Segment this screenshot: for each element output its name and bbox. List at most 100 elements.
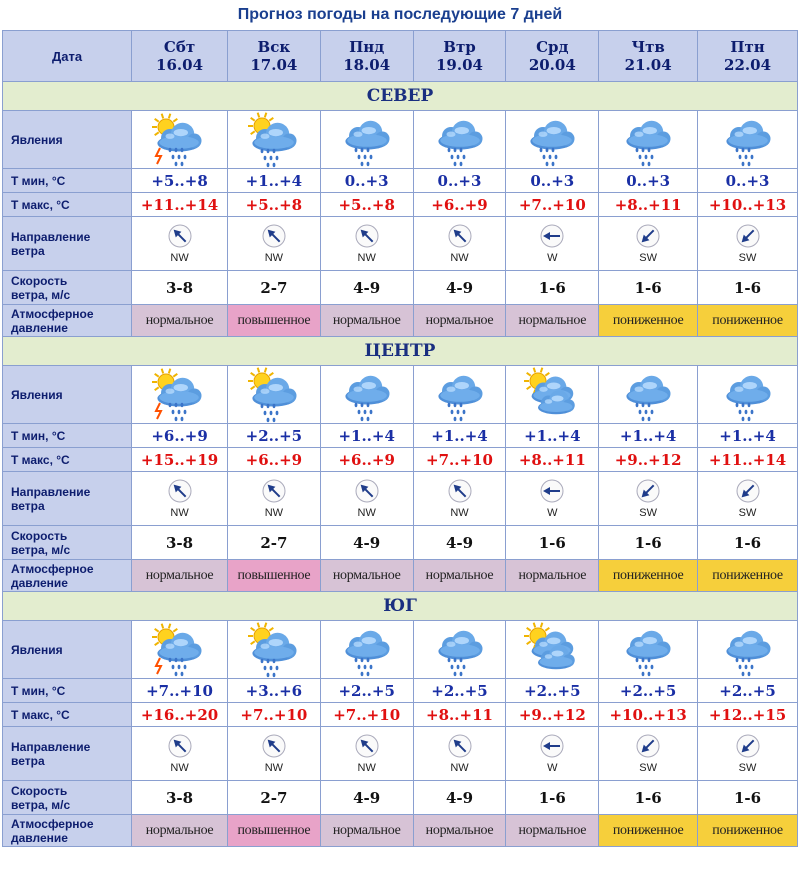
cloud-rain-icon <box>599 367 697 423</box>
wind-arrow-icon <box>698 223 797 252</box>
wind-direction-cell: W <box>505 726 600 781</box>
sun-cloud-thunder-rain-icon <box>132 112 227 168</box>
pressure-value: нормальное <box>412 559 507 592</box>
weather-icon-cell <box>131 620 228 679</box>
day-date: 16.04 <box>156 56 204 74</box>
wind-speed-value: 1-6 <box>598 270 699 305</box>
tmin-value: 0..+3 <box>319 168 414 193</box>
pressure-label-line1: Атмосферное <box>11 561 94 576</box>
wind-arrow-icon <box>228 223 320 252</box>
tmin-value: 0..+3 <box>505 168 600 193</box>
weather-icon-cell <box>319 110 414 169</box>
wind-arrow-icon <box>321 733 413 762</box>
tmin-value: +2..+5 <box>505 678 600 703</box>
pressure-value: пониженное <box>598 814 699 847</box>
pressure-value: пониженное <box>598 559 699 592</box>
weather-icon-cell <box>697 110 798 169</box>
sun-cloud-thunder-rain-icon <box>132 367 227 423</box>
wind-speed-label: Скорость ветра, м/с <box>1 270 133 305</box>
tmin-value: +7..+10 <box>131 678 228 703</box>
wind-direction-label: Направление ветра <box>1 726 133 781</box>
wind-arrow-icon <box>506 223 598 252</box>
wind-arrow-icon <box>599 733 697 762</box>
wind-direction-row: Направление ветра NW NW NW NW W <box>1 726 798 781</box>
tmax-value: +8..+11 <box>598 192 699 217</box>
cloud-rain-icon <box>599 622 697 678</box>
tmax-value: +12..+15 <box>697 702 798 727</box>
wind-speed-value: 1-6 <box>697 780 798 815</box>
pressure-label-line1: Атмосферное <box>11 816 94 831</box>
wind-direction-cell: NW <box>226 216 321 271</box>
day-header-3: Втр 19.04 <box>412 30 507 82</box>
tmin-row: Т мин, °С +5..+8 +1..+4 0..+3 0..+3 0..+3 0..+… <box>1 168 798 193</box>
wind-direction-cell: SW <box>697 216 798 271</box>
wind-direction-cell: SW <box>598 216 699 271</box>
tmax-row: Т макс, °С +11..+14 +5..+8 +5..+8 +6..+9 +7..… <box>1 192 798 217</box>
pressure-value: пониженное <box>697 304 798 337</box>
region-header-row: СЕВЕР <box>2 81 798 111</box>
weather-icon-cell <box>131 110 228 169</box>
tmax-label: Т макс, °С <box>1 702 133 727</box>
wind-direction-cell: NW <box>319 216 414 271</box>
pressure-value: повышенное <box>226 304 321 337</box>
wind-arrow-icon <box>506 478 598 507</box>
weather-icon-cell <box>226 365 321 424</box>
wind-direction-value: NW <box>450 252 469 264</box>
tmax-value: +8..+11 <box>412 702 507 727</box>
wind-direction-value: SW <box>738 762 757 774</box>
tmin-value: +1..+4 <box>697 423 798 448</box>
weather-icon-cell <box>226 110 321 169</box>
tmin-value: 0..+3 <box>697 168 798 193</box>
tmin-value: +1..+4 <box>226 168 321 193</box>
tmax-value: +10..+13 <box>598 702 699 727</box>
wind-direction-cell: SW <box>697 726 798 781</box>
wind-speed-label-line1: Скорость <box>11 273 68 288</box>
pressure-value: нормальное <box>505 304 600 337</box>
pressure-label-line2: давление <box>11 320 68 335</box>
pressure-label-line1: Атмосферное <box>11 306 94 321</box>
wind-direction-label-line1: Направление <box>11 484 91 499</box>
header-row: Дата Сбт 16.04 Вск 17.04 Пнд 18.04 Втр 19.04 Срд… <box>1 30 798 82</box>
wind-arrow-icon <box>132 733 227 762</box>
weather-icon-cell <box>319 365 414 424</box>
sun-clouds-icon <box>506 366 598 423</box>
pressure-label: Атмосферное давление <box>1 814 133 847</box>
weather-icon-cell <box>319 620 414 679</box>
wind-direction-cell: W <box>505 471 600 526</box>
cloud-rain-icon <box>414 622 506 678</box>
date-header-label: Дата <box>1 30 133 82</box>
tmax-value: +6..+9 <box>412 192 507 217</box>
forecast-table: Дата Сбт 16.04 Вск 17.04 Пнд 18.04 Втр 19.04 Срд… <box>1 30 798 847</box>
wind-direction-value: NW <box>357 252 376 264</box>
tmin-row: Т мин, °С +7..+10 +3..+6 +2..+5 +2..+5 +2..+5… <box>1 678 798 703</box>
tmax-value: +8..+11 <box>505 447 600 472</box>
sun-cloud-rain-icon <box>228 621 320 678</box>
pressure-value: нормальное <box>319 304 414 337</box>
wind-direction-value: SW <box>738 507 757 519</box>
wind-arrow-icon <box>132 478 227 507</box>
wind-direction-label-line2: ветра <box>11 498 45 513</box>
wind-speed-value: 3-8 <box>131 525 228 560</box>
day-name: Вск <box>257 38 291 56</box>
wind-speed-label: Скорость ветра, м/с <box>1 780 133 815</box>
wind-direction-value: SW <box>738 252 757 264</box>
weather-icon-cell <box>131 365 228 424</box>
tmin-value: +2..+5 <box>319 678 414 703</box>
region-name: ЮГ <box>2 591 798 621</box>
wind-direction-value: SW <box>639 507 658 519</box>
day-header-2: Пнд 18.04 <box>319 30 414 82</box>
pressure-value: пониженное <box>697 814 798 847</box>
wind-direction-cell: NW <box>319 726 414 781</box>
pressure-value: нормальное <box>319 559 414 592</box>
wind-speed-row: Скорость ветра, м/с 3-8 2-7 4-9 4-9 1-6 1-6 1-6 <box>1 270 798 305</box>
wind-speed-value: 1-6 <box>598 525 699 560</box>
tmin-value: +2..+5 <box>412 678 507 703</box>
day-header-4: Срд 20.04 <box>505 30 600 82</box>
tmax-value: +5..+8 <box>226 192 321 217</box>
phenomena-row: Явления <box>1 620 798 679</box>
tmax-value: +6..+9 <box>319 447 414 472</box>
weather-icon-cell <box>598 365 699 424</box>
day-date: 22.04 <box>724 56 772 74</box>
tmax-value: +16..+20 <box>131 702 228 727</box>
cloud-rain-icon <box>414 367 506 423</box>
